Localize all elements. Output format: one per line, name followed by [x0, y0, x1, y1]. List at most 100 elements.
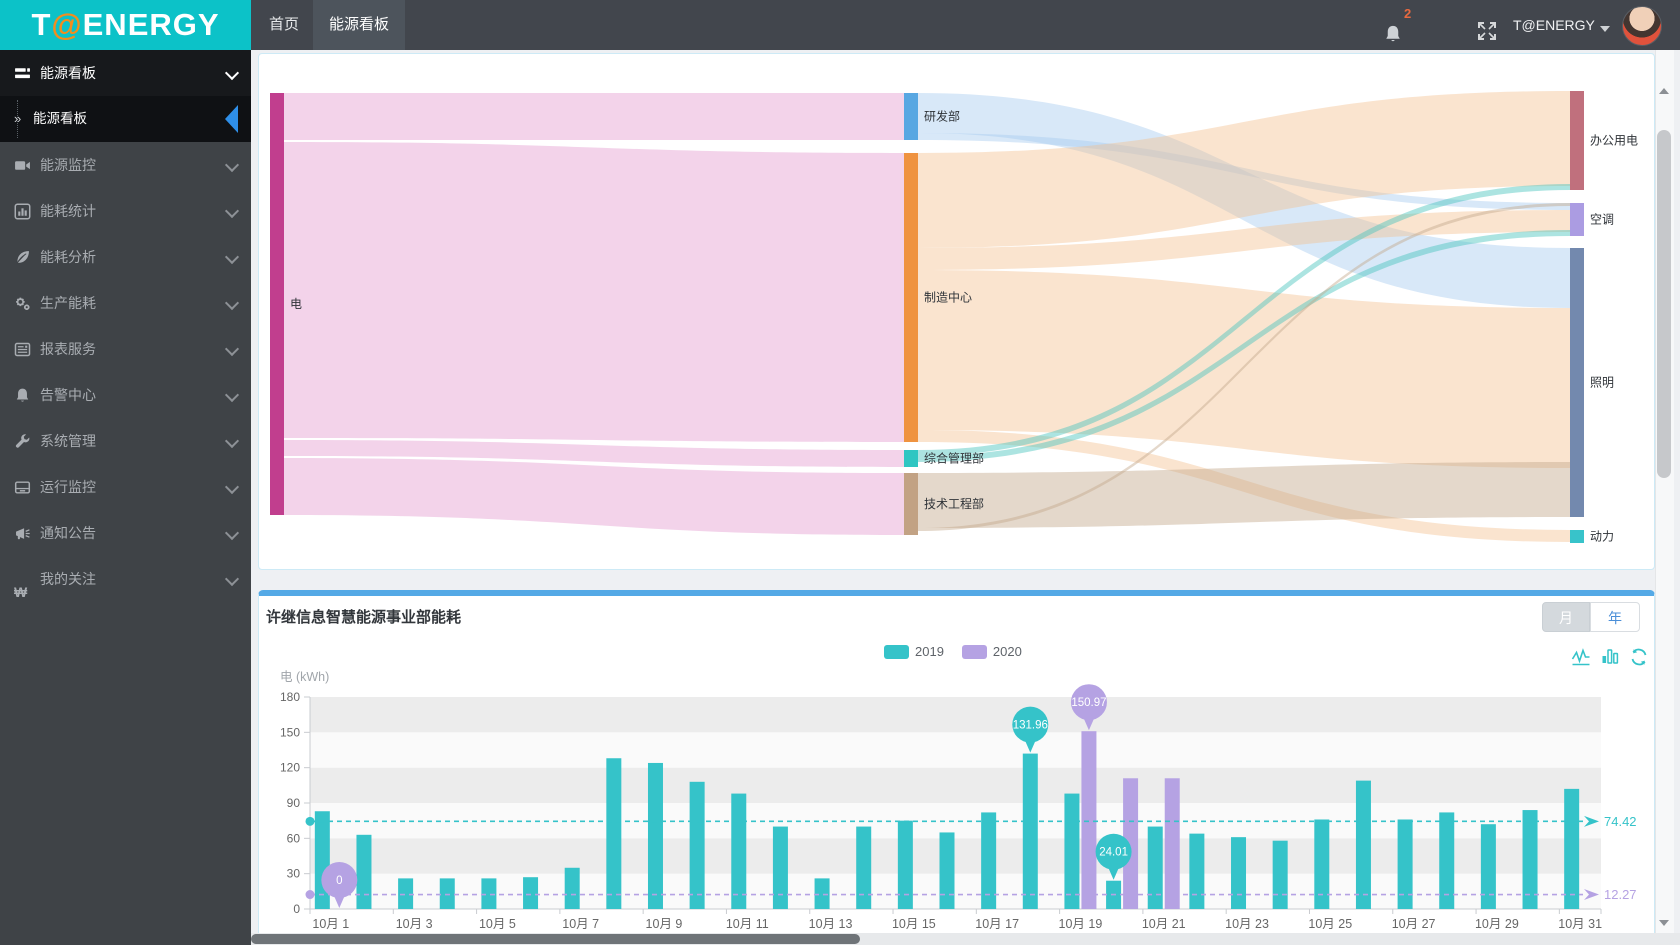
average-line-label: 12.27 — [1604, 887, 1637, 902]
year-toggle-button[interactable]: 年 — [1590, 602, 1640, 632]
sidebar-item-report-service[interactable]: 报表服务 — [0, 326, 251, 372]
sidebar-item-energy-analysis[interactable]: 能耗分析 — [0, 234, 251, 280]
sankey-link[interactable] — [284, 440, 904, 467]
sankey-link[interactable] — [918, 203, 1570, 531]
sankey-link[interactable] — [918, 133, 1570, 210]
sankey-link[interactable] — [284, 142, 904, 442]
sankey-link[interactable] — [918, 91, 1570, 248]
sankey-node[interactable] — [904, 450, 918, 467]
sidebar-item-label: 运行监控 — [40, 479, 96, 495]
legend-item-2019[interactable]: 2019 — [884, 644, 944, 659]
sidebar-item-notices[interactable]: 通知公告 — [0, 510, 251, 556]
sankey-node[interactable] — [1570, 248, 1584, 517]
chevron-down-icon — [224, 203, 240, 219]
x-tick-label: 10月 11 — [726, 917, 769, 931]
sidebar-item-label: 生产能耗 — [40, 295, 96, 311]
bar-2019 — [1355, 780, 1371, 909]
sidebar-item-system-admin[interactable]: 系统管理 — [0, 418, 251, 464]
chevron-down-icon — [224, 433, 240, 449]
sankey-node[interactable] — [904, 473, 918, 535]
sankey-node[interactable] — [1570, 203, 1584, 236]
sankey-link[interactable] — [918, 210, 1570, 270]
sidebar-item-alarm-center[interactable]: 告警中心 — [0, 372, 251, 418]
sidebar-item-energy-stats[interactable]: 能耗统计 — [0, 188, 251, 234]
scroll-up-icon[interactable] — [1659, 88, 1669, 94]
bar-2019 — [856, 826, 872, 909]
refresh-icon[interactable] — [1629, 647, 1649, 667]
sankey-node-label: 综合管理部 — [924, 451, 984, 466]
bar-2019 — [1314, 819, 1330, 909]
sankey-link[interactable] — [918, 270, 1570, 468]
legend-label: 2019 — [915, 644, 944, 659]
scroll-down-icon[interactable] — [1659, 920, 1669, 926]
chart-title: 许继信息智慧能源事业部能耗 — [266, 609, 462, 626]
avatar[interactable] — [1622, 6, 1662, 46]
bar-2019 — [1064, 793, 1080, 909]
legend-item-2020[interactable]: 2020 — [961, 644, 1022, 659]
x-tick-label: 10月 1 — [312, 917, 349, 931]
user-menu[interactable]: T@ENERGY — [1513, 17, 1595, 33]
won-icon: ₩ — [14, 584, 28, 600]
sankey-node[interactable] — [1570, 91, 1584, 190]
sidebar-item-energy-monitor[interactable]: 能源监控 — [0, 142, 251, 188]
sidebar-item-label: 能源监控 — [40, 157, 96, 173]
vertical-scrollbar-thumb[interactable] — [1657, 130, 1671, 478]
sidebar-item-my-follow[interactable]: ₩ 我的关注 — [0, 556, 251, 602]
logo-rest: ENERGY — [82, 7, 220, 42]
tab-home[interactable]: 首页 — [268, 16, 299, 33]
double-arrow-icon: » — [14, 111, 22, 126]
bar-2019 — [398, 878, 414, 909]
sankey-node[interactable] — [270, 93, 284, 515]
x-tick-label: 10月 31 — [1558, 917, 1602, 931]
plot-band — [310, 838, 1601, 874]
y-tick-label: 120 — [280, 761, 300, 775]
bar-chart-icon[interactable] — [1600, 647, 1620, 667]
horizontal-scrollbar-thumb[interactable] — [251, 934, 860, 944]
sankey-link[interactable] — [918, 93, 1570, 308]
month-toggle-button[interactable]: 月 — [1542, 602, 1590, 632]
marker-value: 150.97 — [1071, 697, 1106, 709]
chevron-down-icon — [1600, 26, 1610, 32]
sidebar-subitem-label: 能源看板 — [33, 111, 87, 126]
bar-2019 — [1189, 833, 1205, 909]
marker-balloon — [1012, 706, 1049, 743]
logo: T@ENERGY — [0, 0, 251, 50]
energy-bar-chart: 0 30 60 90 120 150 180 10月 1 10月 3 10月 5 10月 7 10月 … — [280, 684, 1637, 931]
sankey-link[interactable] — [918, 462, 1570, 528]
sidebar-item-energy-board[interactable]: 能源看板 — [0, 50, 251, 96]
sidebar-item-production-energy[interactable]: 生产能耗 — [0, 280, 251, 326]
bar-2019 — [523, 877, 539, 909]
fullscreen-icon[interactable] — [1477, 21, 1497, 41]
chevron-down-icon — [224, 525, 240, 541]
chevron-down-icon — [224, 157, 240, 173]
sankey-node[interactable] — [904, 93, 918, 140]
sankey-node[interactable] — [904, 153, 918, 442]
x-tick-label: 10月 7 — [562, 917, 599, 931]
average-line-label: 74.42 — [1604, 814, 1637, 829]
sankey-link[interactable] — [918, 230, 1570, 462]
bar-2019 — [1522, 810, 1538, 909]
bar-2019 — [356, 834, 372, 909]
sankey-panel: 电 研发部 制造中心 综合管理部 技术工程部 办公用电 空调 照明 动力 — [258, 53, 1655, 570]
legend-swatch-2019 — [884, 644, 909, 659]
sidebar-item-run-monitor[interactable]: 运行监控 — [0, 464, 251, 510]
sankey-node[interactable] — [1570, 530, 1584, 543]
y-tick-label: 180 — [280, 690, 300, 704]
y-tick-label: 30 — [287, 867, 301, 881]
sankey-link[interactable] — [284, 93, 904, 140]
tab-energy-board[interactable]: 能源看板 — [313, 0, 405, 50]
sankey-link[interactable] — [918, 430, 1570, 542]
x-tick-label: 10月 17 — [975, 917, 1019, 931]
bell-icon[interactable] — [1383, 24, 1403, 44]
bar-2019 — [606, 758, 622, 909]
y-axis-title: 电 (kWh) — [280, 670, 330, 684]
line-chart-icon[interactable] — [1571, 647, 1591, 667]
sankey-link[interactable] — [918, 184, 1570, 456]
plot-band — [310, 732, 1601, 768]
sankey-node-label: 制造中心 — [924, 290, 972, 305]
chevron-down-icon — [224, 479, 240, 495]
sidebar-subitem-energy-board[interactable]: » 能源看板 — [0, 96, 251, 142]
sankey-link[interactable] — [284, 458, 904, 535]
bar-2019 — [647, 762, 663, 909]
